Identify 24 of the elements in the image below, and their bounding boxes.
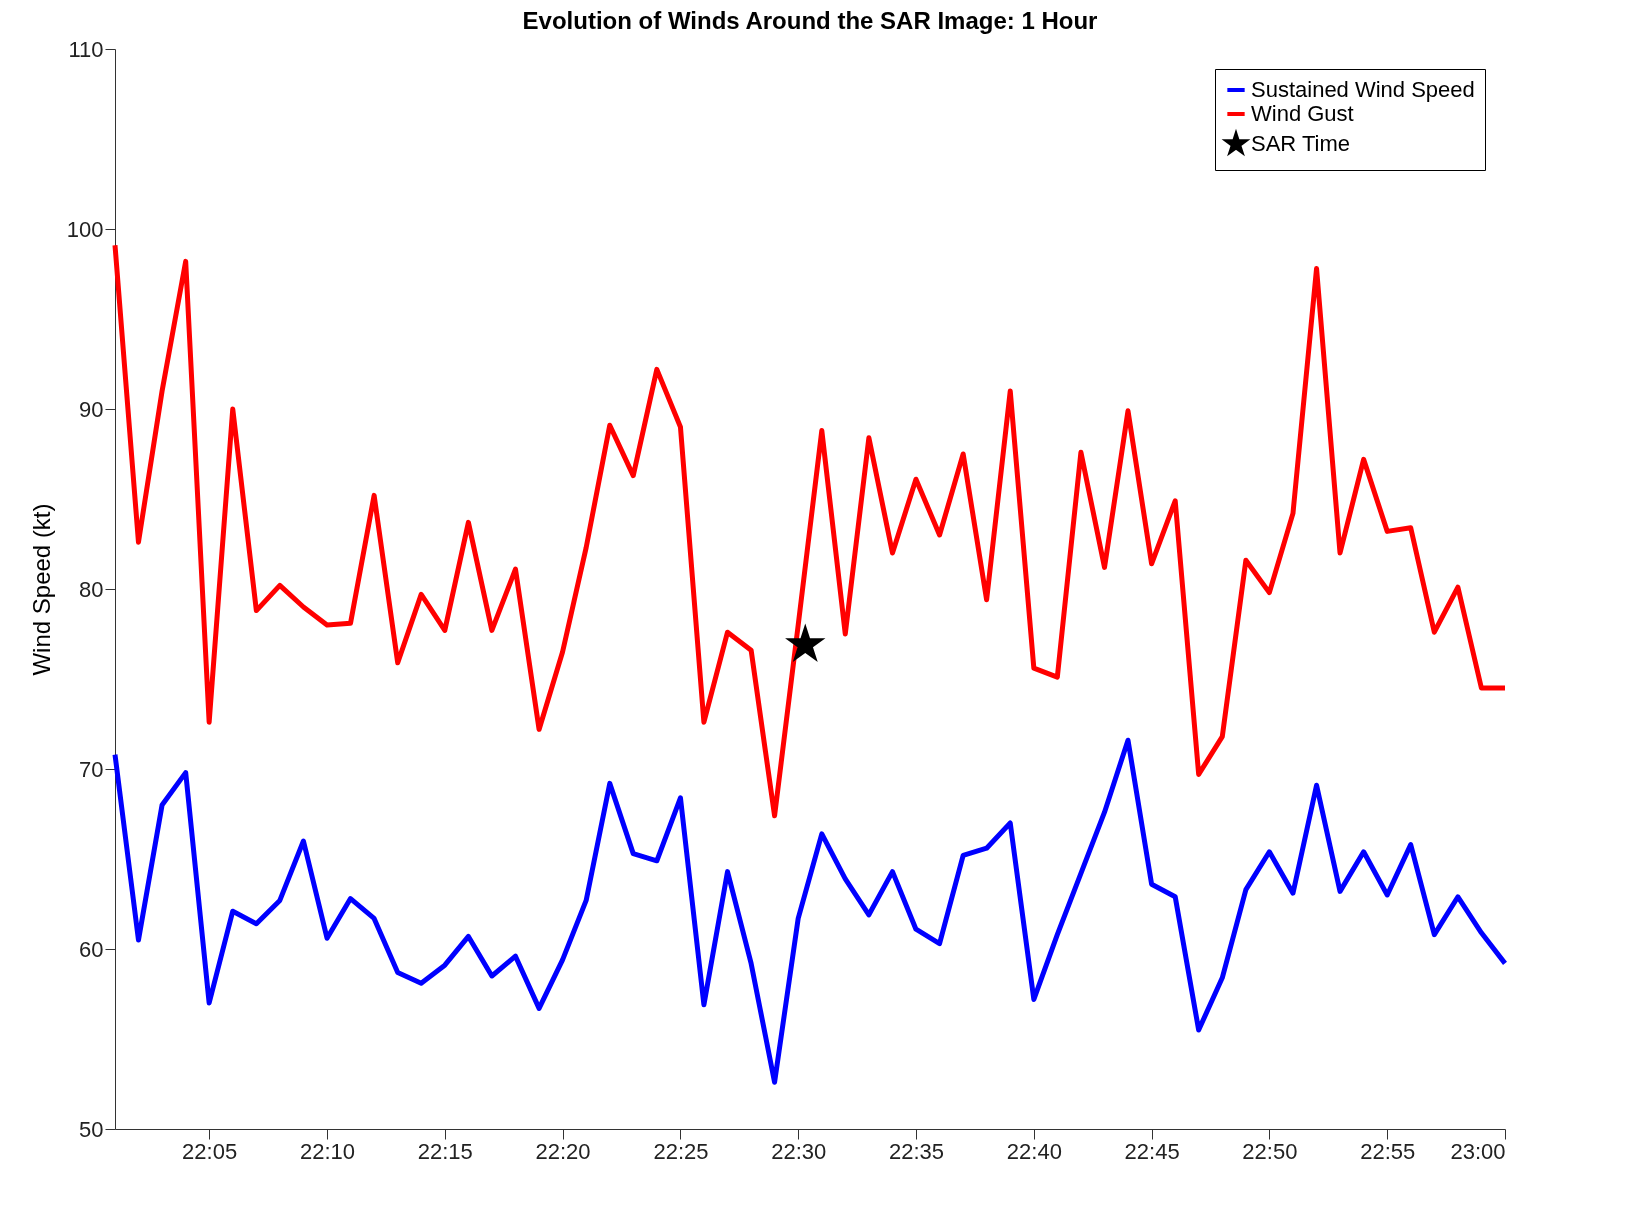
- y-tick-label: 80: [79, 576, 104, 602]
- y-axis-title: Wind Speed (kt): [27, 503, 55, 676]
- y-tick-label: 100: [66, 216, 104, 242]
- x-tick-label: 22:55: [1360, 1138, 1416, 1164]
- x-tick-label: 22:40: [1006, 1138, 1062, 1164]
- x-tick-label: 23:00: [1450, 1138, 1506, 1164]
- x-tick-label: 22:45: [1124, 1138, 1180, 1164]
- x-tick-label: 22:35: [888, 1138, 944, 1164]
- y-tick-label: 90: [79, 396, 104, 422]
- legend-label: Wind Gust: [1251, 101, 1354, 126]
- x-tick-label: 22:30: [771, 1138, 827, 1164]
- x-tick-label: 22:15: [417, 1138, 473, 1164]
- x-tick-label: 22:25: [653, 1138, 709, 1164]
- y-tick-label: 60: [79, 936, 104, 962]
- y-tick-label: 110: [68, 36, 104, 62]
- legend-label: Sustained Wind Speed: [1251, 77, 1475, 102]
- x-tick-label: 22:10: [300, 1138, 356, 1164]
- y-tick-label: 50: [79, 1116, 104, 1142]
- x-tick-label: 22:50: [1242, 1138, 1298, 1164]
- x-tick-label: 22:05: [182, 1138, 238, 1164]
- y-tick-label: 70: [79, 756, 104, 782]
- chart-title: Evolution of Winds Around the SAR Image: 1 Hour: [522, 7, 1098, 34]
- x-tick-label: 22:20: [535, 1138, 591, 1164]
- legend-label: SAR Time: [1251, 131, 1351, 156]
